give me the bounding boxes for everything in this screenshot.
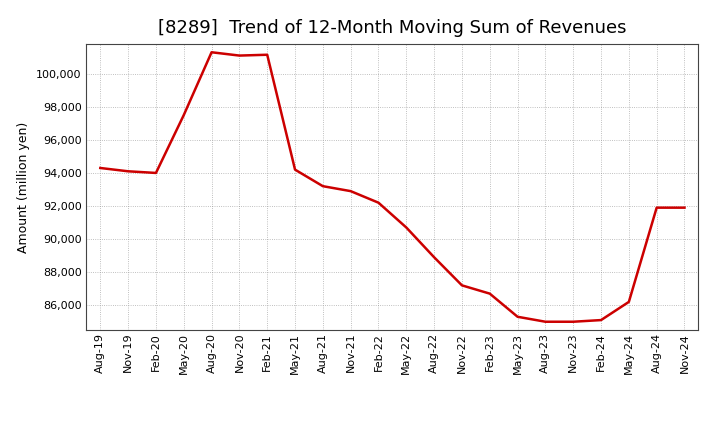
Title: [8289]  Trend of 12-Month Moving Sum of Revenues: [8289] Trend of 12-Month Moving Sum of R…: [158, 19, 626, 37]
Y-axis label: Amount (million yen): Amount (million yen): [17, 121, 30, 253]
